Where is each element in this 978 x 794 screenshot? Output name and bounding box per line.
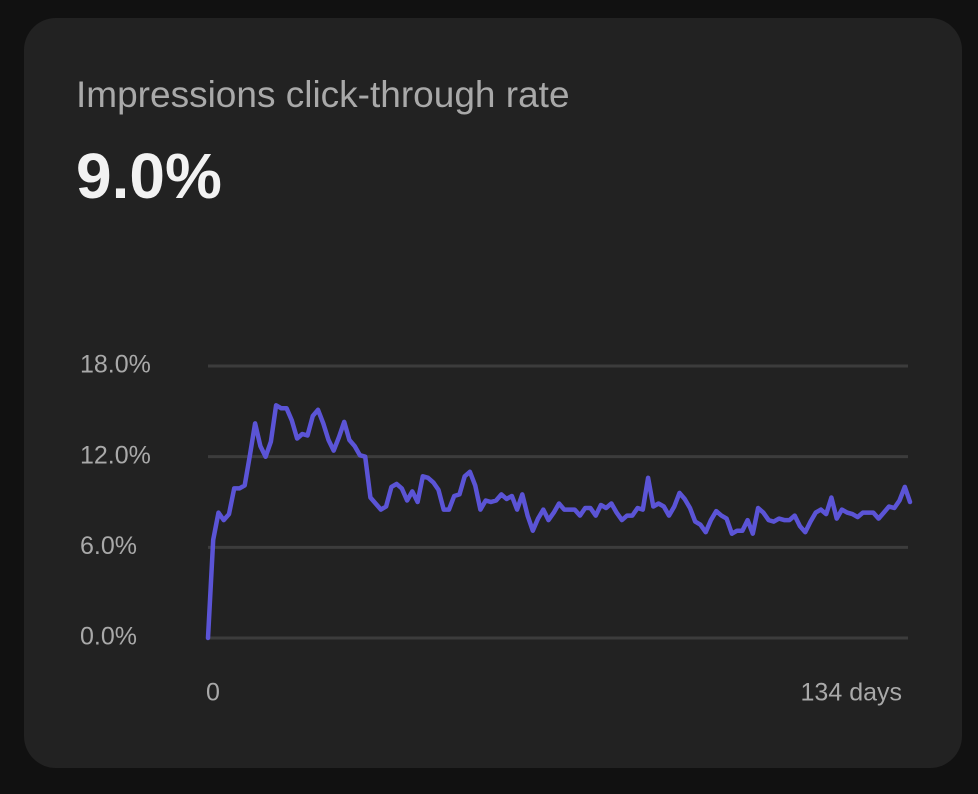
y-tick-label: 18.0%: [80, 351, 151, 379]
y-tick-label: 0.0%: [80, 623, 137, 651]
headline-value: 9.0%: [76, 140, 222, 212]
card: [24, 18, 962, 768]
card-title: Impressions click-through rate: [76, 74, 570, 115]
x-tick-label: 0: [206, 679, 220, 707]
y-tick-label: 12.0%: [80, 441, 151, 469]
plot: 0.0% 6.0% 12.0% 18.0% 0 134 days: [80, 351, 913, 707]
y-tick-label: 6.0%: [80, 532, 137, 560]
ctr-line: [205, 403, 913, 641]
x-tick-label: 134 days: [801, 679, 902, 707]
